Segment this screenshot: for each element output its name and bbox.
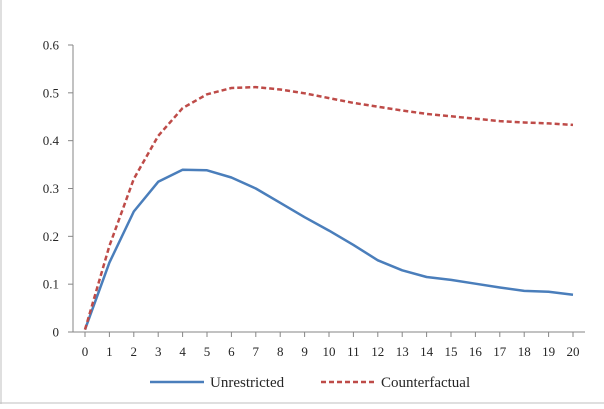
x-tick-label: 8	[277, 344, 284, 359]
x-tick-label: 15	[445, 344, 458, 359]
x-tick-label: 7	[253, 344, 260, 359]
legend-label-unrestricted: Unrestricted	[210, 375, 285, 391]
x-tick-label: 6	[228, 344, 235, 359]
x-tick-label: 1	[106, 344, 113, 359]
y-tick-label: 0.6	[43, 38, 60, 53]
x-tick-label: 17	[493, 344, 507, 359]
x-tick-label: 14	[420, 344, 434, 359]
x-tick-label: 19	[542, 344, 555, 359]
x-tick-label: 3	[155, 344, 162, 359]
y-tick-label: 0.4	[43, 133, 60, 148]
x-tick-label: 4	[179, 344, 186, 359]
x-tick-label: 20	[567, 344, 580, 359]
x-tick-label: 9	[301, 344, 308, 359]
x-tick-label: 10	[323, 344, 336, 359]
legend: Unrestricted Counterfactual	[150, 375, 470, 391]
y-tick-label: 0.3	[43, 181, 59, 196]
y-tick-label: 0	[53, 325, 60, 340]
y-tick-label: 0.1	[43, 277, 59, 292]
x-tick-label: 18	[518, 344, 531, 359]
x-tick-label: 5	[204, 344, 211, 359]
y-tick-label: 0.5	[43, 85, 59, 100]
x-tick-label: 13	[396, 344, 409, 359]
x-tick-label: 16	[469, 344, 483, 359]
series-layer	[83, 85, 574, 331]
x-tick-label: 2	[131, 344, 138, 359]
y-tick-label: 0.2	[43, 229, 59, 244]
axes: 00.10.20.30.40.50.60 1 2 3 4 5 6 7 8 9 10 11 12 13 14 1…	[43, 38, 585, 359]
series-line-counterfactual	[83, 85, 574, 330]
legend-label-counterfactual: Counterfactual	[381, 375, 470, 391]
x-tick-label: 0	[82, 344, 89, 359]
x-tick-label: 12	[371, 344, 384, 359]
series-line-unrestricted	[83, 168, 574, 331]
x-tick-label: 11	[347, 344, 360, 359]
